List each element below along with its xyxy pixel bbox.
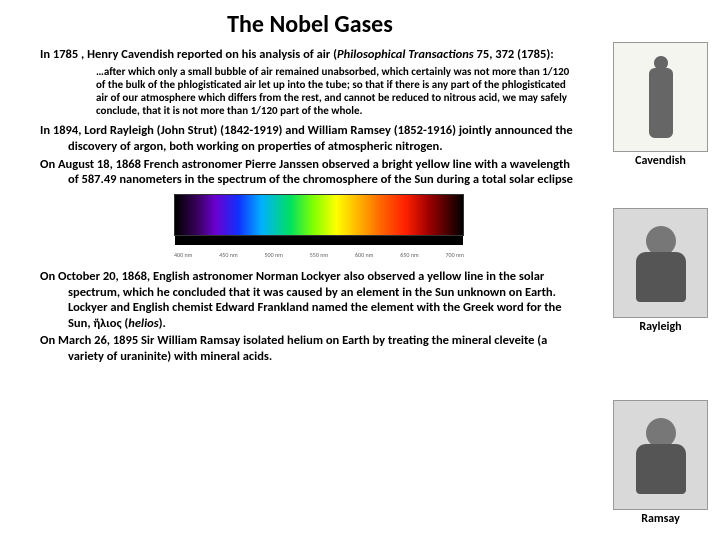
scale-tick: 550 nm [310, 251, 328, 259]
citation-title: Philosophical Transactions [337, 47, 474, 62]
paragraph-janssen: On August 18, 1868 French astronomer Pie… [68, 157, 708, 188]
portrait-caption: Ramsay [613, 512, 708, 526]
scale-tick: 450 nm [219, 251, 237, 259]
paragraph-lockyer: On October 20, 1868, English astronomer … [68, 269, 708, 332]
visible-spectrum [174, 194, 464, 236]
text: 75, 372 (1785): [474, 47, 554, 62]
paragraph-intro: In 1785 , Henry Cavendish reported on hi… [68, 47, 708, 63]
spectrum-scale: 400 nm 450 nm 500 nm 550 nm 600 nm 650 n… [174, 251, 464, 259]
portrait-image [613, 208, 708, 318]
text: In 1785 , Henry Cavendish reported on hi… [40, 47, 337, 62]
scale-tick: 500 nm [265, 251, 283, 259]
text: ). [159, 316, 166, 331]
page-title: The Nobel Gases [0, 0, 720, 47]
paragraph-rayleigh: In 1894, Lord Rayleigh (John Strut) (184… [68, 123, 708, 154]
paragraph-ramsay: On March 26, 1895 Sir William Ramsay iso… [68, 333, 708, 364]
spectrum-figure: 400 nm 450 nm 500 nm 550 nm 600 nm 650 n… [40, 194, 708, 259]
scale-tick: 700 nm [446, 251, 464, 259]
portrait-caption: Cavendish [613, 154, 708, 168]
portrait-rayleigh: Rayleigh [613, 208, 708, 334]
portrait-ramsay: Ramsay [613, 400, 708, 526]
blockquote-cavendish: …after which only a small bubble of air … [40, 65, 708, 118]
scale-tick: 400 nm [174, 251, 192, 259]
content-area: In 1785 , Henry Cavendish reported on hi… [0, 47, 720, 365]
scale-tick: 600 nm [355, 251, 373, 259]
scale-tick: 650 nm [400, 251, 418, 259]
term-helios: helios [128, 316, 158, 331]
text: On October 20, 1868, English astronomer … [40, 269, 562, 331]
portrait-image [613, 42, 708, 152]
portrait-caption: Rayleigh [613, 320, 708, 334]
portrait-image [613, 400, 708, 510]
portrait-cavendish: Cavendish [613, 42, 708, 168]
